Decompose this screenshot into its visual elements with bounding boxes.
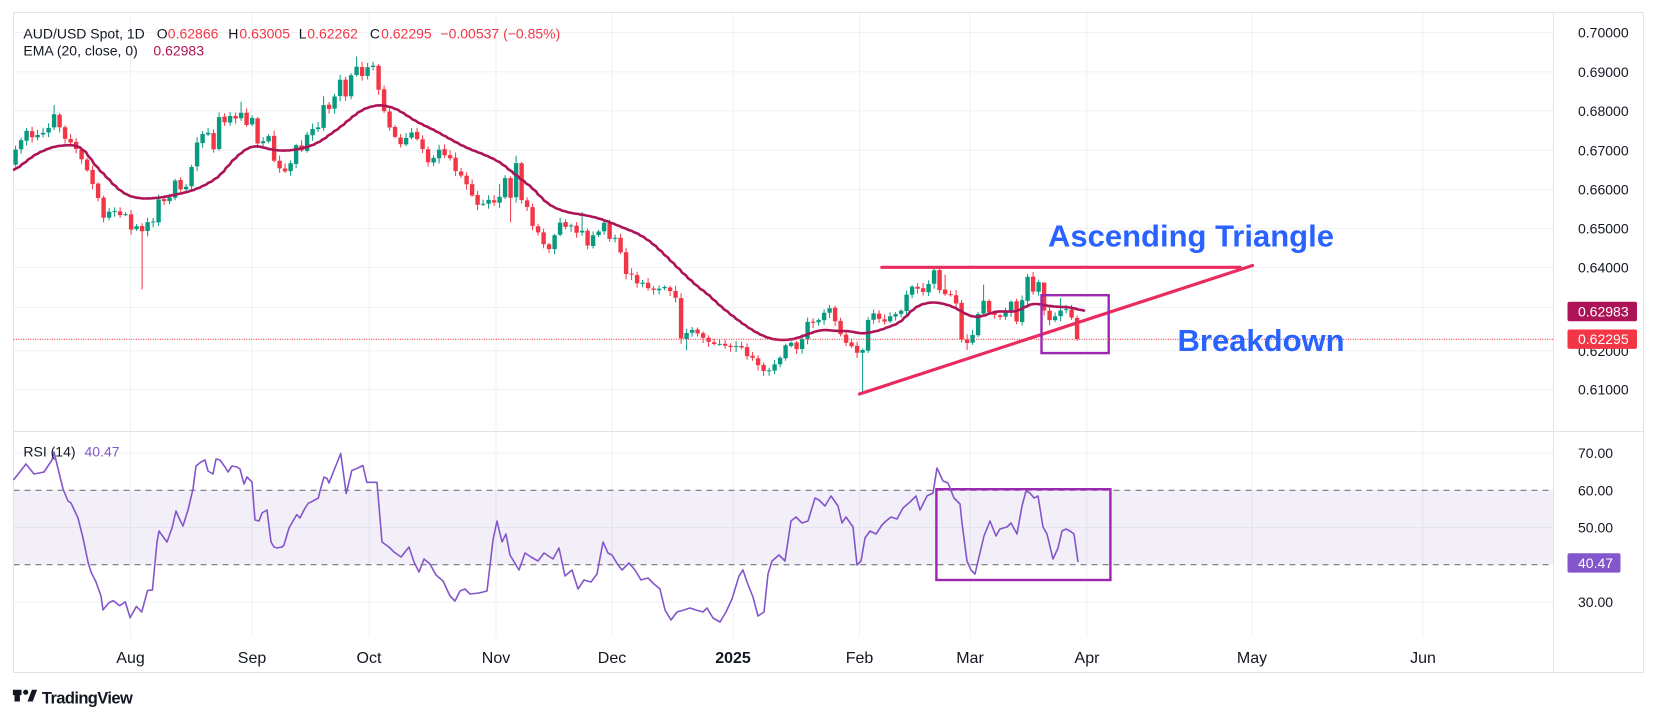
svg-text:May: May — [1237, 650, 1267, 667]
svg-text:H: H — [228, 26, 238, 42]
svg-text:O: O — [157, 26, 168, 42]
svg-text:50.00: 50.00 — [1578, 520, 1613, 536]
svg-text:EMA (20, close, 0): EMA (20, close, 0) — [23, 42, 137, 58]
svg-text:60.00: 60.00 — [1578, 482, 1613, 498]
svg-text:0.66000: 0.66000 — [1578, 182, 1629, 198]
svg-text:70.00: 70.00 — [1578, 445, 1613, 461]
svg-text:0.62983: 0.62983 — [1578, 304, 1629, 320]
svg-text:0.70000: 0.70000 — [1578, 25, 1629, 41]
svg-text:30.00: 30.00 — [1578, 594, 1613, 610]
svg-text:Mar: Mar — [956, 650, 984, 667]
svg-text:0.65000: 0.65000 — [1578, 221, 1629, 237]
svg-text:0.67000: 0.67000 — [1578, 142, 1629, 158]
svg-text:Apr: Apr — [1075, 650, 1101, 667]
svg-text:0.62983: 0.62983 — [153, 42, 204, 58]
svg-text:RSI (14): RSI (14) — [23, 443, 75, 459]
svg-text:0.62866: 0.62866 — [168, 26, 219, 42]
svg-text:40.47: 40.47 — [1578, 555, 1613, 571]
svg-text:Aug: Aug — [116, 650, 144, 667]
svg-text:Breakdown: Breakdown — [1178, 323, 1345, 358]
svg-text:AUD/USD Spot, 1D: AUD/USD Spot, 1D — [23, 26, 144, 42]
svg-text:2025: 2025 — [715, 650, 751, 667]
svg-text:40.47: 40.47 — [85, 443, 120, 459]
svg-text:Dec: Dec — [598, 650, 626, 667]
svg-text:Nov: Nov — [482, 650, 510, 667]
svg-text:Jun: Jun — [1410, 650, 1436, 667]
svg-text:Oct: Oct — [357, 650, 382, 667]
svg-text:Sep: Sep — [238, 650, 267, 667]
svg-text:TradingView: TradingView — [42, 690, 133, 708]
svg-text:0.62295: 0.62295 — [381, 26, 432, 42]
svg-text:0.68000: 0.68000 — [1578, 103, 1629, 119]
svg-text:0.64000: 0.64000 — [1578, 260, 1629, 276]
svg-text:0.62295: 0.62295 — [1578, 331, 1629, 347]
svg-text:0.63005: 0.63005 — [239, 26, 290, 42]
svg-text:0.69000: 0.69000 — [1578, 64, 1629, 80]
svg-text:Ascending Triangle: Ascending Triangle — [1048, 219, 1334, 254]
svg-text:−0.00537 (−0.85%): −0.00537 (−0.85%) — [440, 26, 560, 42]
svg-text:0.61000: 0.61000 — [1578, 382, 1629, 398]
svg-text:L: L — [299, 26, 307, 42]
svg-text:Feb: Feb — [846, 650, 874, 667]
svg-text:C: C — [370, 26, 380, 42]
svg-text:0.62262: 0.62262 — [307, 26, 358, 42]
